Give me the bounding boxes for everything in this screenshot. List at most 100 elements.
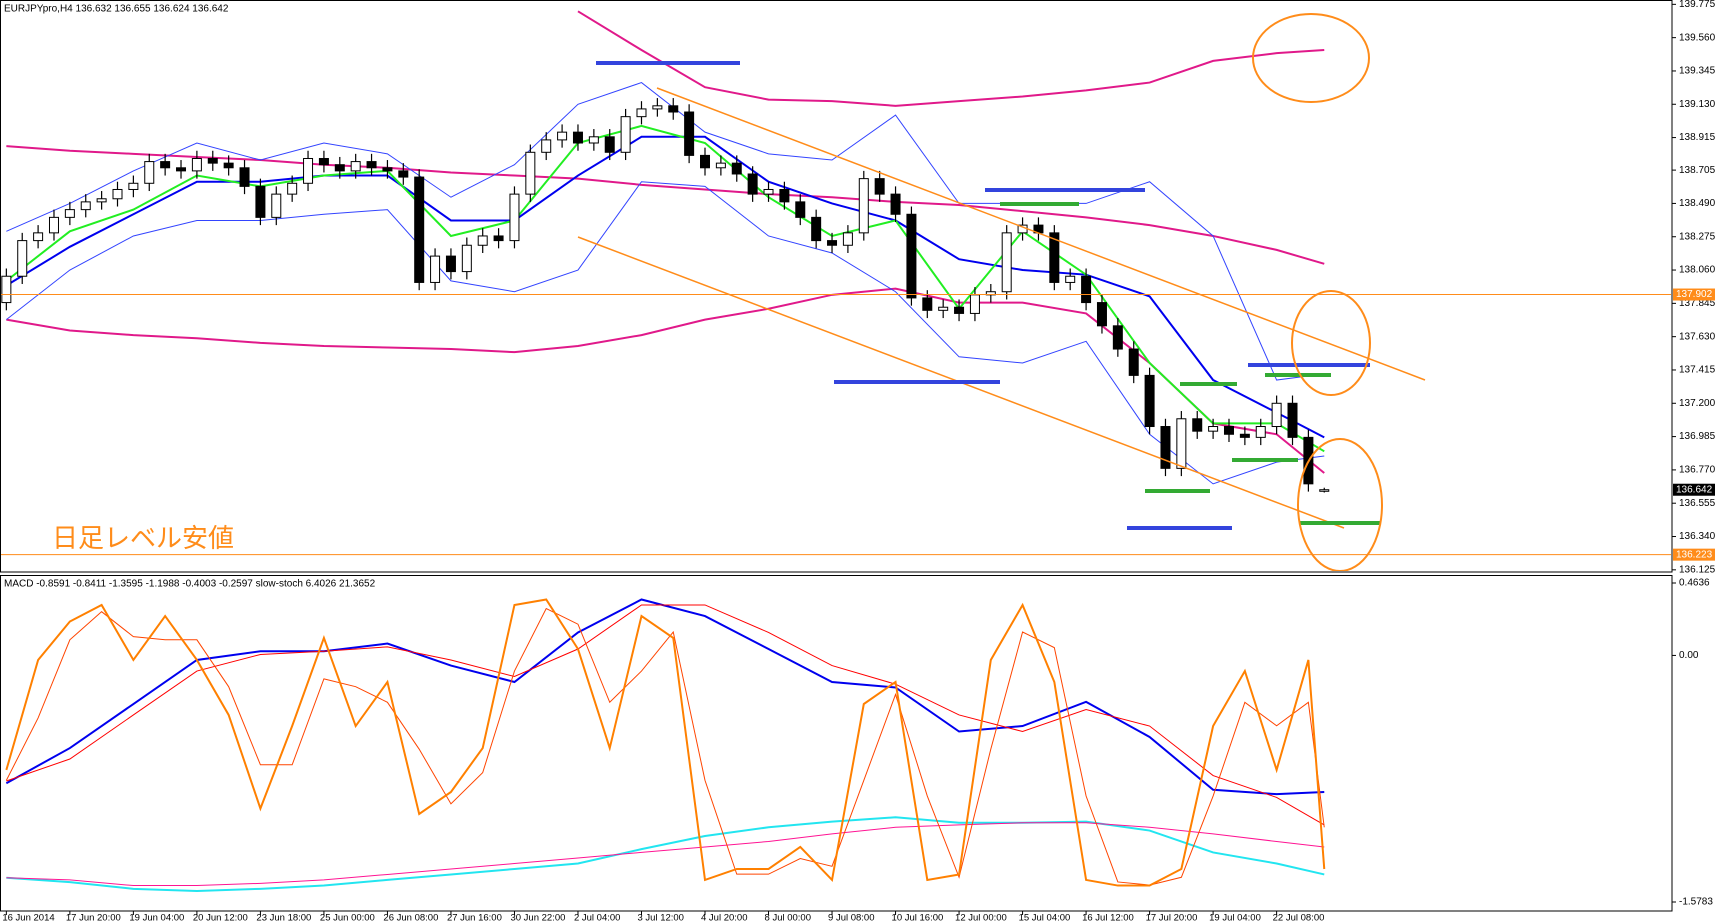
indicator-line [5,598,1325,796]
candle-body [1208,426,1219,432]
candle-body [1081,275,1092,304]
candle-body [969,294,980,314]
candle-body [938,306,949,311]
candle-body [795,201,806,218]
y-tick-label: 136.340 [1679,531,1716,542]
candle-body [763,188,774,195]
candle-body [525,151,536,195]
candle-body [271,193,282,218]
candle-body [1271,402,1282,428]
candle-body [160,161,171,169]
price-label-box [1673,288,1715,301]
x-tick-label: 15 Jul 04:00 [1019,913,1071,924]
x-tick-label: 27 Jun 16:00 [447,913,502,924]
indicator-line [6,822,1325,887]
sub-panel-frame [0,575,1673,912]
candle-body [1239,433,1250,438]
candle-body [176,167,187,172]
y-tick-label: 138.915 [1679,132,1716,143]
candle-body [445,255,456,273]
candle-body [318,157,329,166]
candle-body [922,297,933,311]
candle-body [366,161,377,169]
candle-body [557,131,568,141]
indicator-line [6,816,1325,893]
candle-body [1287,402,1298,438]
candle-body [954,306,965,314]
candle-body [509,193,520,242]
y-tick-label: 139.130 [1679,99,1716,110]
x-tick-label: 19 Jun 04:00 [129,913,184,924]
candle-body [890,193,901,215]
y-tick-label: 0.00 [1679,650,1699,661]
candle-body [811,216,822,242]
y-tick-label: 139.345 [1679,66,1716,77]
indicator-line [5,607,1325,886]
candle-body [827,240,838,246]
y-tick-label: 138.275 [1679,231,1716,242]
candle-body [1255,426,1266,438]
x-tick-label: 22 Jul 08:00 [1273,913,1325,924]
y-tick-label: 138.705 [1679,165,1716,176]
candle-body [700,154,711,169]
y-tick-label: 137.845 [1679,298,1716,309]
y-tick-label: 136.770 [1679,465,1716,476]
candle-body [1049,232,1060,283]
candle-body [287,182,298,195]
x-tick-label: 16 Jul 12:00 [1082,913,1134,924]
candle-body [223,162,234,169]
candle-body [350,161,361,172]
y-tick-label: 138.490 [1679,198,1716,209]
candle-body [239,167,250,187]
candle-body [477,235,488,246]
indicator-line [6,181,1325,485]
candle-body [541,139,552,153]
candle-body [652,105,663,110]
candle-body [430,255,441,283]
candle-body [572,131,583,144]
highlight-circle [1252,13,1370,103]
candle-body [1001,232,1012,293]
y-tick-label: -1.5783 [1679,897,1713,908]
candle-body [874,178,885,195]
x-tick-label: 12 Jul 00:00 [955,913,1007,924]
x-tick-label: 9 Jul 08:00 [828,913,874,924]
candle-body [858,178,869,234]
x-tick-label: 16 Jun 2014 [2,913,54,924]
y-tick-label: 137.200 [1679,398,1716,409]
price-label: 137.902 [1676,289,1713,300]
price-label: 136.223 [1676,549,1713,560]
candle-body [398,170,409,178]
main-panel-frame [0,0,1673,573]
x-tick-label: 17 Jun 20:00 [66,913,121,924]
highlight-circle [1291,290,1371,396]
candle-body [668,105,679,113]
candle-body [1223,426,1234,435]
candle-body [255,185,266,218]
channel-upper [656,87,1426,381]
y-tick-label: 138.060 [1679,265,1716,276]
candle-body [191,157,202,172]
y-tick-label: 137.415 [1679,365,1716,376]
candle-body [1176,418,1187,469]
x-tick-label: 10 Jul 16:00 [892,913,944,924]
x-tick-label: 2 Jul 04:00 [574,913,620,924]
y-tick-label: 136.555 [1679,498,1716,509]
x-tick-label: 4 Jul 20:00 [701,913,747,924]
x-tick-label: 8 Jul 00:00 [765,913,811,924]
candle-body [747,173,758,195]
annotations [577,13,1426,571]
candle-body [1,275,12,304]
annotation-text: 日足レベル安値 [52,523,234,553]
candle-body [731,162,742,175]
candle-body [17,240,28,277]
chart-title: EURJPYpro,H4 136.632 136.655 136.624 136… [4,4,229,15]
candle-body [461,244,472,273]
candle-body [382,167,393,172]
candle-body [620,116,631,153]
current-price-label: 136.642 [1676,484,1713,495]
candle-body [1096,302,1107,327]
candle-body [1192,418,1203,432]
